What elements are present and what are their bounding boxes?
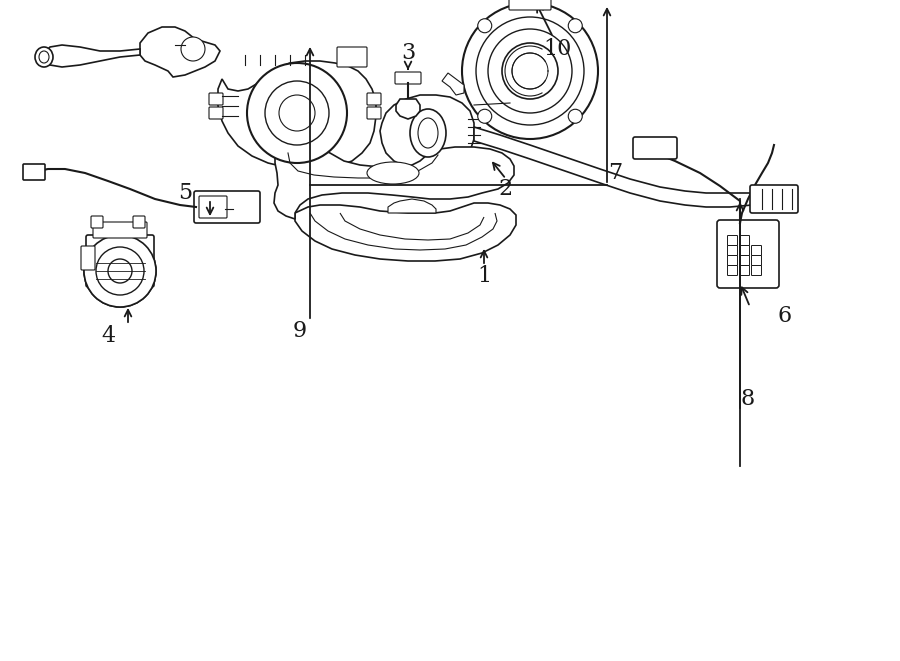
FancyBboxPatch shape xyxy=(752,256,761,266)
Polygon shape xyxy=(140,27,220,77)
Polygon shape xyxy=(44,45,140,67)
Text: 10: 10 xyxy=(544,38,572,60)
Ellipse shape xyxy=(418,118,438,148)
Text: 4: 4 xyxy=(101,325,115,347)
FancyBboxPatch shape xyxy=(727,245,737,256)
Text: 2: 2 xyxy=(499,178,513,200)
FancyBboxPatch shape xyxy=(633,137,677,159)
Polygon shape xyxy=(442,73,464,95)
Text: 3: 3 xyxy=(400,42,415,64)
FancyBboxPatch shape xyxy=(752,245,761,256)
FancyBboxPatch shape xyxy=(86,235,154,287)
Circle shape xyxy=(478,109,491,123)
FancyBboxPatch shape xyxy=(750,185,798,213)
Circle shape xyxy=(96,247,144,295)
FancyBboxPatch shape xyxy=(367,93,381,105)
Text: 7: 7 xyxy=(608,162,622,184)
FancyBboxPatch shape xyxy=(209,107,223,119)
FancyBboxPatch shape xyxy=(752,266,761,276)
FancyBboxPatch shape xyxy=(740,245,750,256)
Polygon shape xyxy=(274,145,514,219)
Circle shape xyxy=(279,95,315,131)
FancyBboxPatch shape xyxy=(93,222,147,238)
FancyBboxPatch shape xyxy=(727,266,737,276)
FancyBboxPatch shape xyxy=(81,246,95,270)
Circle shape xyxy=(247,63,347,163)
FancyBboxPatch shape xyxy=(717,220,779,288)
FancyBboxPatch shape xyxy=(91,216,103,228)
Circle shape xyxy=(108,259,132,283)
Text: 6: 6 xyxy=(778,305,792,327)
Circle shape xyxy=(502,43,558,99)
Circle shape xyxy=(84,235,156,307)
Circle shape xyxy=(568,109,582,123)
Circle shape xyxy=(265,81,329,145)
Text: 9: 9 xyxy=(292,320,307,342)
FancyBboxPatch shape xyxy=(740,235,750,245)
Circle shape xyxy=(96,247,144,295)
Circle shape xyxy=(181,37,205,61)
Circle shape xyxy=(462,3,598,139)
FancyBboxPatch shape xyxy=(727,235,737,245)
Polygon shape xyxy=(388,199,436,213)
Polygon shape xyxy=(396,99,420,119)
FancyBboxPatch shape xyxy=(727,256,737,266)
Ellipse shape xyxy=(35,47,53,67)
FancyBboxPatch shape xyxy=(367,107,381,119)
Polygon shape xyxy=(295,203,516,261)
Text: 8: 8 xyxy=(741,388,755,410)
Circle shape xyxy=(568,19,582,33)
FancyBboxPatch shape xyxy=(509,0,551,10)
Text: 5: 5 xyxy=(178,182,192,204)
Circle shape xyxy=(476,17,584,125)
FancyBboxPatch shape xyxy=(337,47,367,67)
Polygon shape xyxy=(380,95,474,171)
FancyBboxPatch shape xyxy=(740,266,750,276)
Ellipse shape xyxy=(39,51,49,63)
FancyBboxPatch shape xyxy=(209,93,223,105)
FancyBboxPatch shape xyxy=(194,191,260,223)
Polygon shape xyxy=(218,61,376,169)
Circle shape xyxy=(108,259,132,283)
Circle shape xyxy=(478,19,491,33)
FancyBboxPatch shape xyxy=(23,164,45,180)
FancyBboxPatch shape xyxy=(199,196,227,218)
Circle shape xyxy=(115,266,125,276)
Ellipse shape xyxy=(410,109,446,157)
Circle shape xyxy=(84,235,156,307)
Circle shape xyxy=(488,29,572,113)
FancyBboxPatch shape xyxy=(133,216,145,228)
Ellipse shape xyxy=(367,162,419,184)
Polygon shape xyxy=(474,127,752,207)
FancyBboxPatch shape xyxy=(395,72,421,84)
FancyBboxPatch shape xyxy=(740,256,750,266)
Text: 1: 1 xyxy=(477,265,491,287)
